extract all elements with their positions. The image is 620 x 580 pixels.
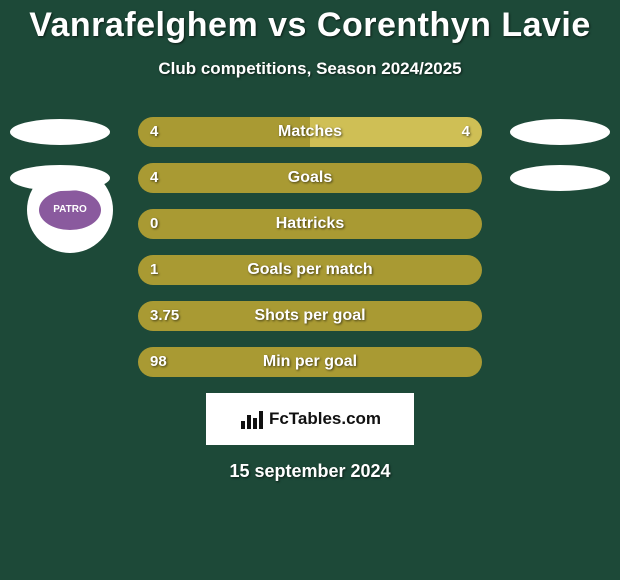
stat-bar-right (310, 117, 482, 147)
player-left-marker (10, 119, 110, 145)
stat-row: Matches44 (0, 117, 620, 147)
stat-row: Goals4 (0, 163, 620, 193)
stat-row: Shots per goal3.75 (0, 301, 620, 331)
stat-bar-left (138, 255, 482, 285)
comparison-infographic: Vanrafelghem vs Corenthyn Lavie Club com… (0, 0, 620, 580)
bars-icon (239, 407, 263, 431)
stat-bar-left (138, 301, 482, 331)
stat-bar-track (138, 301, 482, 331)
stat-bar-left (138, 347, 482, 377)
stat-row: Hattricks0 (0, 209, 620, 239)
stat-bar-track (138, 209, 482, 239)
player-right-marker (510, 165, 610, 191)
player-left-marker (10, 165, 110, 191)
stat-bar-track (138, 117, 482, 147)
stat-bar-track (138, 255, 482, 285)
player-right-marker (510, 119, 610, 145)
brand-box: FcTables.com (206, 393, 414, 445)
date-text: 15 september 2024 (0, 461, 620, 482)
stat-bar-track (138, 347, 482, 377)
brand-text: FcTables.com (269, 409, 381, 429)
subtitle: Club competitions, Season 2024/2025 (0, 59, 620, 79)
stat-bar-track (138, 163, 482, 193)
stat-row: Min per goal98 (0, 347, 620, 377)
page-title: Vanrafelghem vs Corenthyn Lavie (0, 0, 620, 45)
stat-rows: Matches44 Goals4 Hattricks0 Goals per match… (0, 117, 620, 377)
stat-bar-left (138, 117, 310, 147)
stat-row: Goals per match1 (0, 255, 620, 285)
stats-area: PATRO Matches44Goals4Hattricks0Goals per… (0, 117, 620, 377)
stat-bar-left (138, 209, 482, 239)
stat-bar-left (138, 163, 482, 193)
